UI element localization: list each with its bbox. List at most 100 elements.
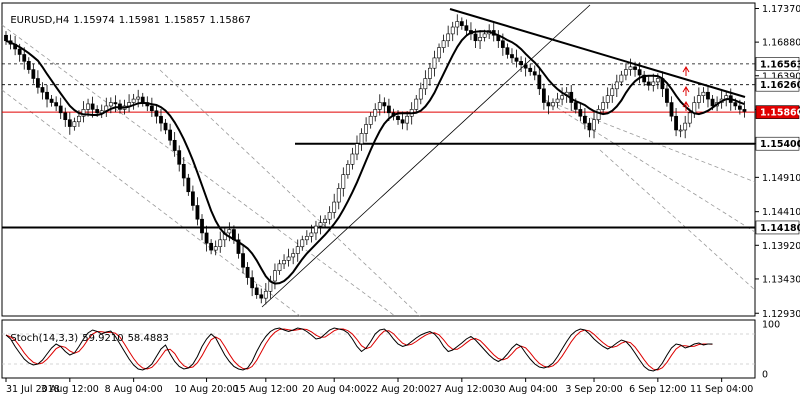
candle-body [601,102,606,110]
moving-average [5,30,745,285]
candle-body [619,74,624,83]
candle-body [154,110,159,117]
level-label: 1.15860 [760,108,800,119]
time-tick-label: 10 Aug 20:00 [175,384,239,395]
candle-body [382,102,387,107]
candle-body [387,105,391,114]
candle-body [273,270,277,282]
candle-body [587,122,592,131]
time-tick-label: 30 Aug 04:00 [494,384,558,395]
candle-body [646,81,651,86]
candle-body [450,26,455,35]
candle-body [674,115,678,131]
candle-body [108,102,113,107]
candle-body [560,95,565,100]
time-tick-label: 20 Aug 04:00 [302,384,366,395]
candle-body [655,78,660,83]
candle-body [195,205,200,220]
candle-body [459,21,464,26]
candle-body [733,102,738,107]
candle-body [314,225,318,234]
candle-body [473,33,478,42]
candle-body [396,115,400,120]
low-value: 1.15857 [164,15,206,26]
stoch-signal-line [5,328,713,371]
candle-body [149,105,154,112]
candle-body [510,54,514,59]
candle-body [400,119,405,124]
candle-body [414,98,419,110]
candle-body [541,88,546,103]
candle-body [478,37,482,42]
candle-body [227,229,232,234]
candle-body [528,67,533,72]
candle-body [241,253,245,268]
time-tick-label: 22 Aug 20:00 [366,384,430,395]
ma-line [5,30,745,285]
candle-body [336,188,341,203]
marker-arrow-icon [682,66,690,76]
candle-body [26,61,31,70]
candle-body [327,212,332,220]
candle-body [181,164,186,179]
candle-body [259,294,264,299]
candle-body [355,143,359,155]
stochastic-panel: 100 0 [2,320,780,381]
candle-body [17,48,22,55]
annotations [682,66,690,111]
price-panel-frame [1,2,756,317]
candle-body [583,115,587,124]
level-label: 1.14180 [760,223,800,234]
candle-body [592,119,596,131]
candle-body [140,96,145,103]
candle-body [537,74,542,90]
stoch-panel-frame [1,319,756,379]
candle-body [254,287,259,296]
price-tick-label: 1.13920 [762,241,800,252]
close-value: 1.15867 [209,15,251,26]
candle-body [72,121,77,127]
candle-body [737,105,742,110]
candle-body [291,253,296,258]
candle-body [332,201,337,213]
candle-body [368,115,373,125]
stoch-main-line [5,327,713,372]
price-tick-label: 1.16880 [762,38,800,49]
candle-body [136,96,141,100]
candle-body [295,246,300,254]
uptrend-line [261,4,591,308]
candle-body [345,164,350,175]
stochastic-header: Stoch(14,3,3) 59.9210 58.4883 [4,322,173,344]
candle-body [742,109,747,112]
price-tick-label: 1.14410 [762,207,800,218]
candle-body [236,239,241,254]
candle-body [218,239,223,247]
candle-body [596,109,601,120]
candle-body [163,122,168,131]
candle-body [637,69,642,76]
candle-body [614,81,619,90]
candle-body [437,47,441,59]
candle-body [546,102,551,107]
downtrend-line [449,8,746,98]
time-tick-label: 6 Sep 12:00 [629,384,686,395]
candle-body [263,290,268,299]
candle-body [578,109,583,117]
candle-body [58,105,63,114]
candle-body [200,218,204,234]
candle-body [642,74,647,83]
level-label-box [755,57,800,71]
candle-body [300,239,305,247]
open-value: 1.15974 [73,15,115,26]
candle-body [63,112,68,120]
candle-body [377,102,382,110]
candle-body [628,66,633,70]
candle-body [113,102,118,105]
candle-body [373,109,378,117]
candle-body [364,124,368,134]
marker-arrow-icon [682,101,690,111]
candle-body [204,232,209,244]
candle-body [441,40,446,48]
time-tick-label: 8 Aug 04:00 [105,384,163,395]
